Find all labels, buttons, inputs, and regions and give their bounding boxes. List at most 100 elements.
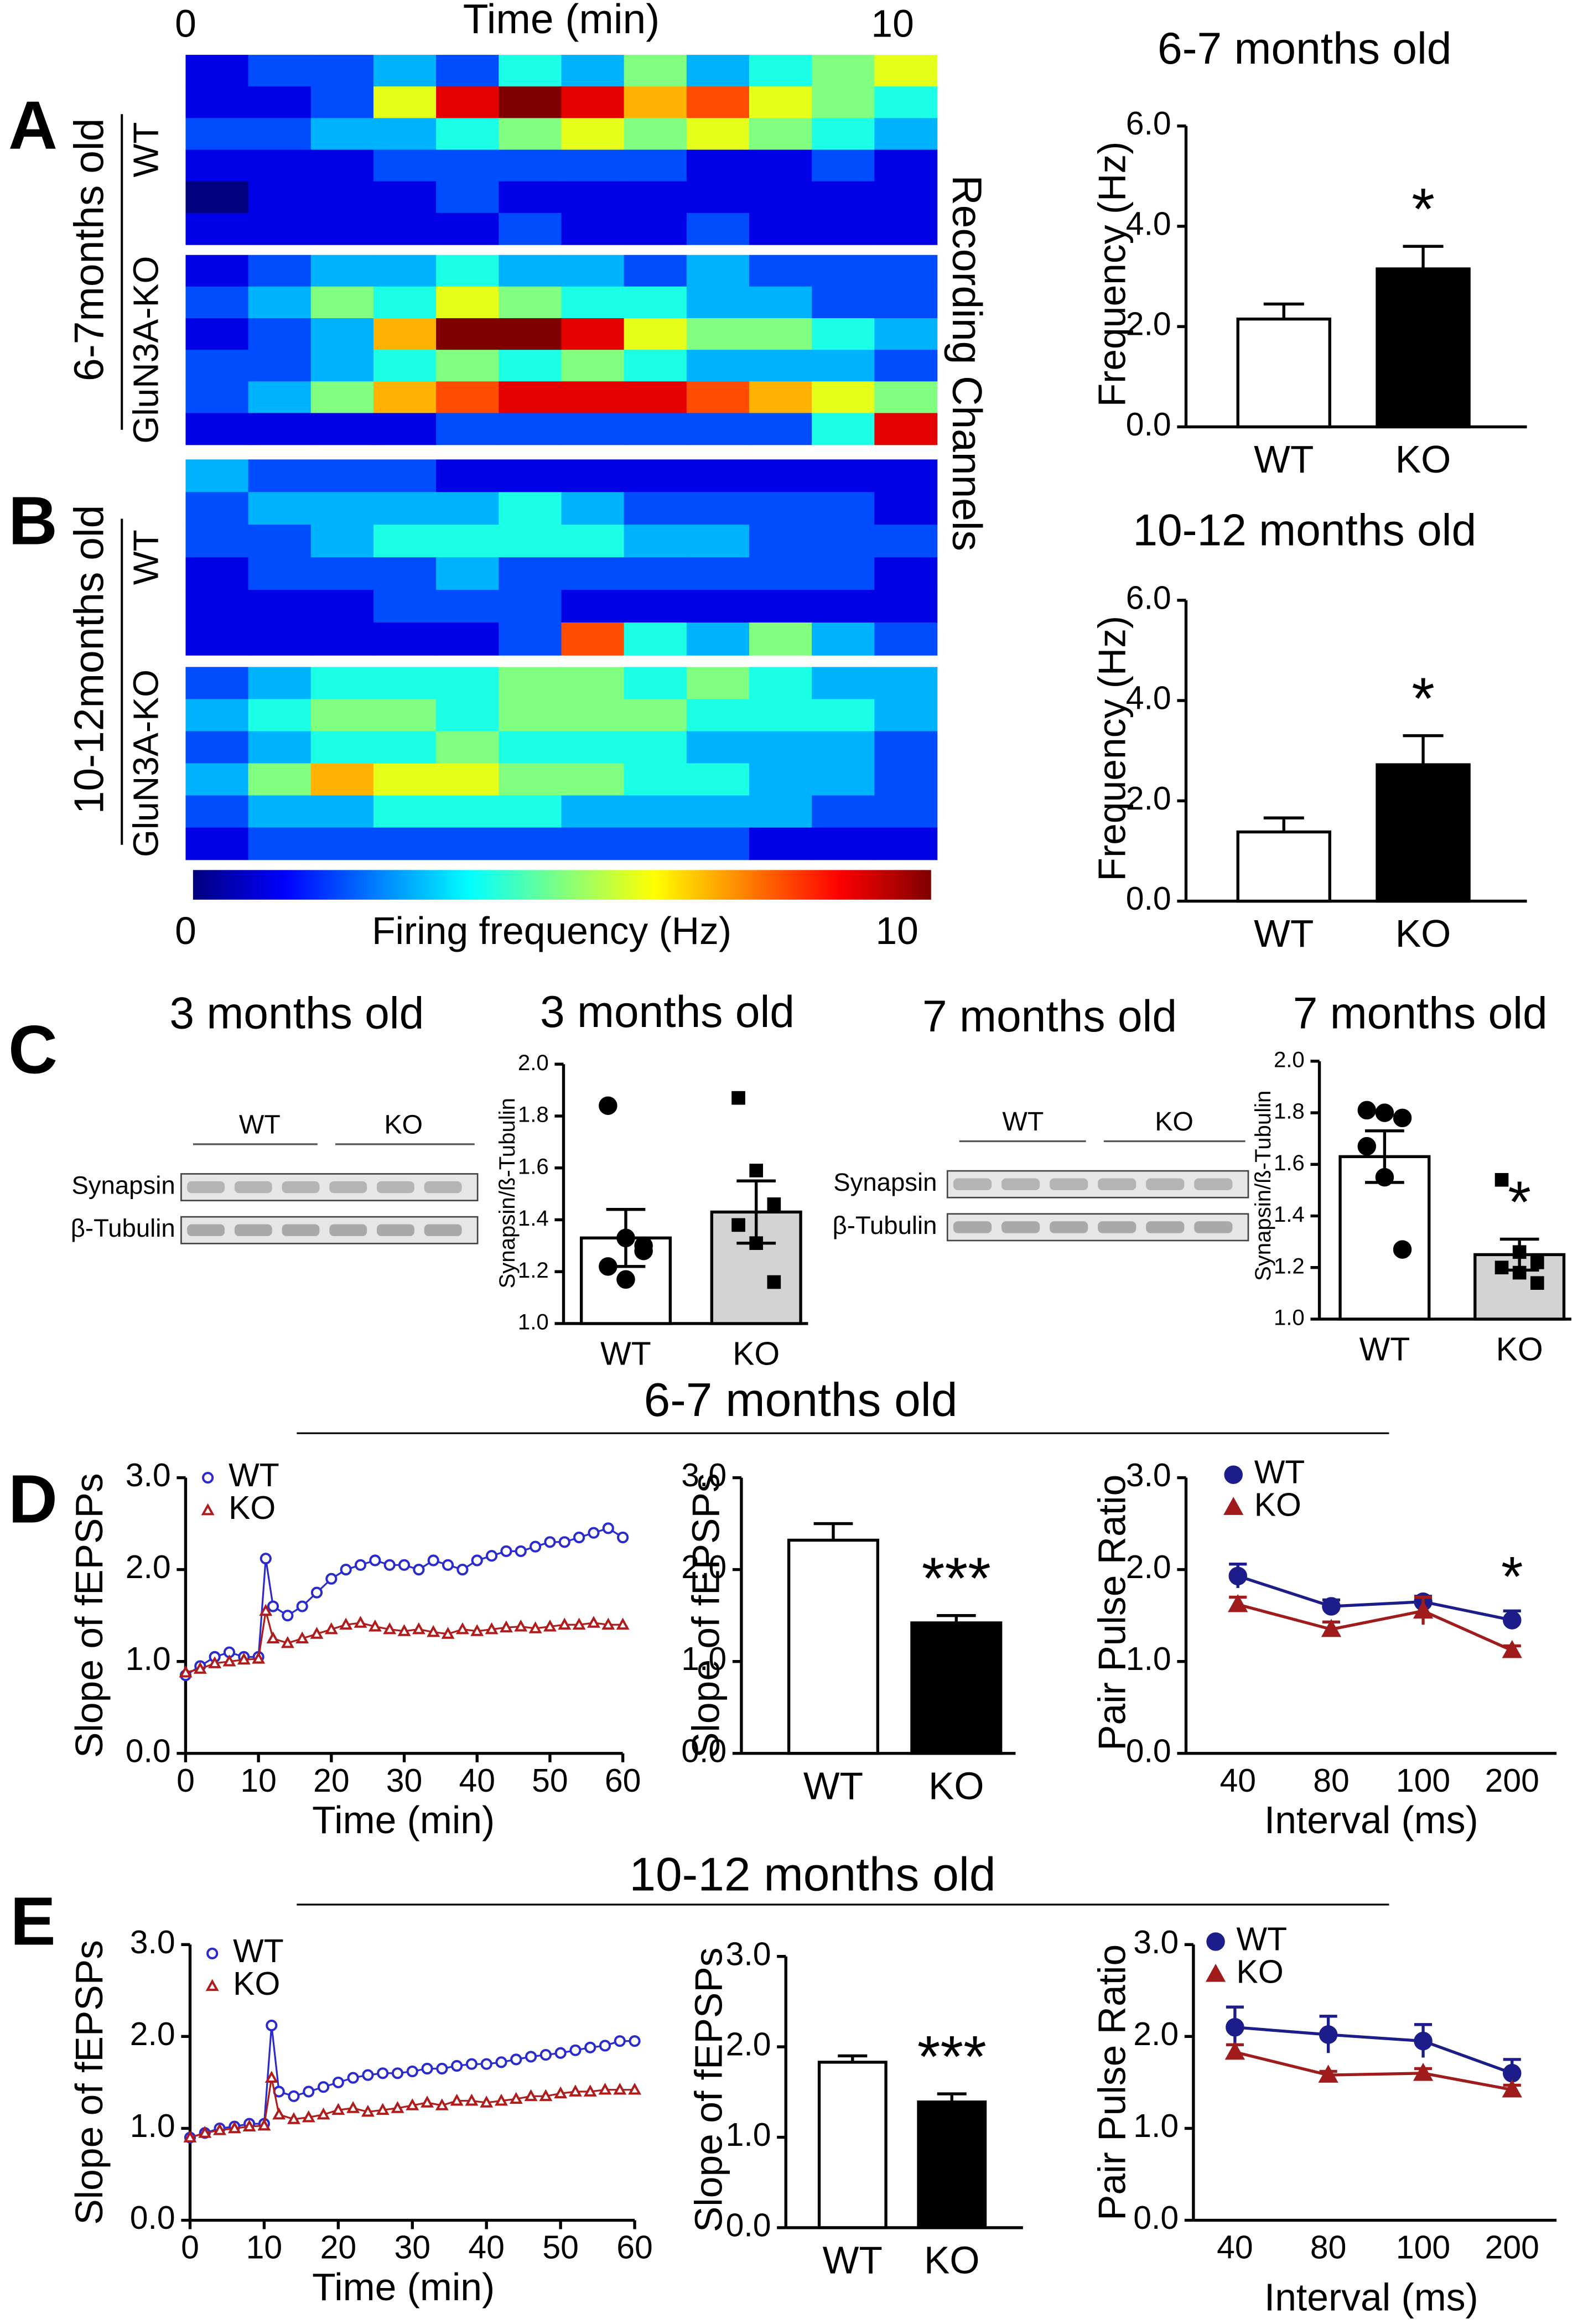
marker xyxy=(316,2107,330,2120)
heatmap-cell xyxy=(561,622,625,656)
blot-group: KO xyxy=(1155,1107,1193,1137)
heatmap-cell xyxy=(248,622,312,656)
heatmap-cell xyxy=(874,699,938,732)
heatmap-cell xyxy=(812,212,875,245)
heatmap-cell xyxy=(561,149,625,182)
heatmap-cell xyxy=(624,413,687,445)
marker xyxy=(1224,2041,1246,2060)
heatmap-cell xyxy=(436,318,500,350)
x-tick-label: WT xyxy=(1254,438,1314,481)
heatmap-cell xyxy=(749,255,812,287)
marker xyxy=(767,1275,781,1289)
blot-band xyxy=(953,1221,992,1233)
bar xyxy=(1376,763,1471,903)
heatmap-cell xyxy=(436,525,500,558)
marker xyxy=(572,1617,586,1630)
y-tick-label: 1.0 xyxy=(1133,2108,1179,2144)
heatmap-cell xyxy=(624,255,687,287)
heatmap-cell xyxy=(812,557,875,590)
y-tick-label: 0.0 xyxy=(1133,2200,1179,2236)
marker xyxy=(310,1627,324,1639)
y-tick-label: 2.0 xyxy=(1126,1549,1171,1585)
marker xyxy=(629,2035,641,2047)
heatmap-cell xyxy=(561,525,625,558)
marker xyxy=(539,2048,552,2061)
heatmap-cell xyxy=(499,795,562,828)
heatmap-cell xyxy=(248,149,312,182)
y-tick-label: 1.4 xyxy=(518,1206,549,1231)
marker xyxy=(480,2095,494,2108)
marker xyxy=(435,2098,449,2110)
panel-letter: D xyxy=(8,1461,58,1537)
x-tick-label: 40 xyxy=(468,2230,505,2266)
y-tick-label: 3.0 xyxy=(681,1457,726,1493)
heatmap-cell xyxy=(874,55,938,87)
marker xyxy=(510,2053,522,2066)
marker xyxy=(1205,1963,1226,1982)
heatmap-cell xyxy=(436,181,500,214)
marker xyxy=(267,1600,279,1612)
axis-title: Time (min) xyxy=(463,0,660,42)
x-tick-label: 0 xyxy=(177,1763,195,1799)
y-tick-label: 3.0 xyxy=(130,1924,175,1960)
marker xyxy=(456,1564,469,1576)
marker xyxy=(450,2093,464,2106)
heatmap-cell xyxy=(248,318,312,350)
bar xyxy=(910,1621,1003,1755)
heatmap-cell xyxy=(499,667,562,700)
marker xyxy=(1503,2064,1522,2083)
heatmap-cell xyxy=(373,381,437,414)
heatmap-cell xyxy=(248,525,312,558)
heatmap-cell xyxy=(185,413,249,445)
heatmap-cell xyxy=(812,731,875,764)
heatmap-cell xyxy=(749,212,812,245)
marker xyxy=(749,1236,764,1250)
heatmap-cell xyxy=(624,286,687,319)
blot-band xyxy=(1098,1221,1136,1233)
marker xyxy=(369,1554,381,1566)
heatmap-cell xyxy=(248,181,312,214)
heatmap-cell xyxy=(499,827,562,860)
marker xyxy=(485,1550,498,1562)
marker xyxy=(1318,2064,1338,2083)
y-tick-label: 4.0 xyxy=(1126,681,1171,717)
x-tick-label: 50 xyxy=(542,2230,579,2266)
heatmap-cell xyxy=(686,622,750,656)
heatmap-cell xyxy=(624,318,687,350)
colorbar-tick-label: 10 xyxy=(875,909,918,952)
x-tick-label: 10 xyxy=(871,2,914,45)
x-axis-label: Time (min) xyxy=(312,2265,495,2309)
x-tick-label: 200 xyxy=(1485,1763,1539,1799)
heatmap-cell xyxy=(561,286,625,319)
marker xyxy=(495,2056,507,2068)
heatmap-cell xyxy=(561,667,625,700)
marker xyxy=(543,1619,557,1632)
heatmap-cell xyxy=(373,557,437,590)
x-tick-label: 50 xyxy=(532,1763,568,1799)
marker xyxy=(1357,1137,1377,1156)
heatmap-cell xyxy=(749,318,812,350)
heatmap-cell xyxy=(436,492,500,526)
heatmap-cell xyxy=(248,55,312,87)
heatmap-cell xyxy=(499,181,562,214)
y-axis-label: Pair Pulse Ratio xyxy=(1090,1944,1133,2221)
legend-label: WT xyxy=(229,1457,279,1493)
y-tick-label: 0.0 xyxy=(1126,881,1171,917)
heatmap-cell xyxy=(624,118,687,151)
marker xyxy=(259,1604,273,1616)
y-axis-label: Pair Pulse Ratio xyxy=(1090,1475,1133,1751)
x-axis-label: Interval (ms) xyxy=(1264,1798,1478,1841)
heatmap-cell xyxy=(686,255,750,287)
heatmap-cell xyxy=(248,118,312,151)
heatmap-cell xyxy=(874,525,938,558)
heatmap-cell xyxy=(686,350,750,382)
series-line xyxy=(185,1610,623,1674)
heatmap-cell xyxy=(749,699,812,732)
blot-row-label: β-Tubulin xyxy=(833,1211,937,1239)
heatmap-cell xyxy=(749,525,812,558)
heatmap-cell xyxy=(436,459,500,493)
y-tick-label: 1.0 xyxy=(130,2108,175,2144)
y-tick-label: 1.0 xyxy=(1274,1305,1305,1330)
marker xyxy=(480,2058,492,2070)
